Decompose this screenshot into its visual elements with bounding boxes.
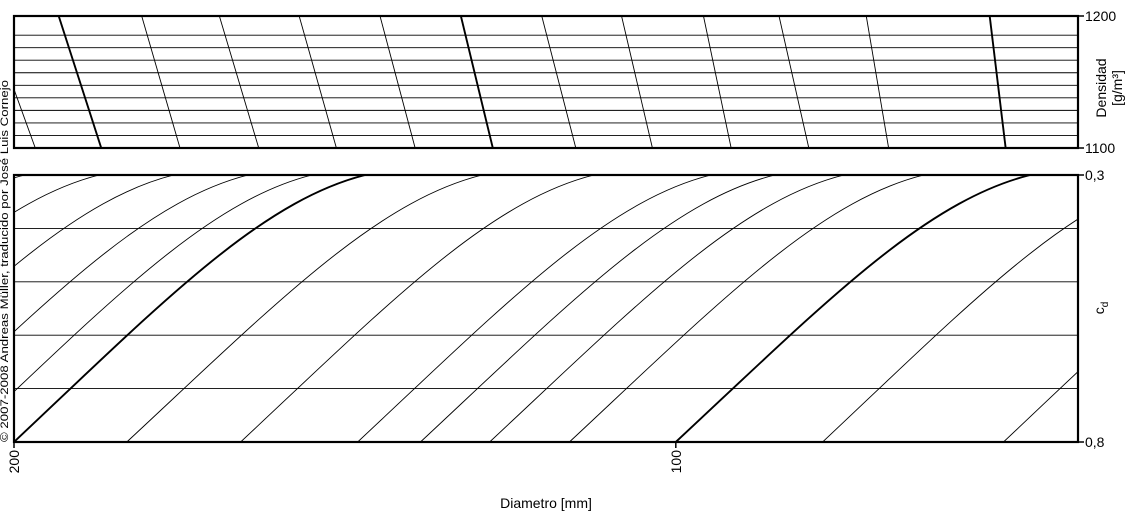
- density-line: [218, 16, 260, 148]
- cd-curve: [569, 175, 924, 442]
- cd-tick-label: 0,8: [1085, 434, 1105, 450]
- x-tick-label: 200: [6, 450, 22, 474]
- density-line: [141, 16, 181, 148]
- cd-tick-label: 0,3: [1085, 167, 1105, 183]
- cd-curve: [420, 175, 775, 442]
- cd-curve: [14, 175, 100, 213]
- density-axis-label: Densidad: [1093, 58, 1109, 117]
- density-line: [379, 16, 416, 148]
- x-axis-label: Diametro [mm]: [500, 495, 592, 511]
- cd-curve: [675, 175, 1031, 442]
- svg-text:cd: cd: [1091, 302, 1111, 315]
- density-tick-label: 1100: [1085, 140, 1115, 156]
- cd-axis-label: cd: [1091, 302, 1111, 315]
- density-line: [57, 16, 103, 148]
- density-line: [778, 16, 810, 148]
- cd-curve: [822, 218, 1078, 442]
- cd-curve: [126, 175, 483, 442]
- cd-panel: [12, 173, 1080, 444]
- density-line: [14, 88, 36, 148]
- density-line: [541, 16, 577, 148]
- density-line: [865, 16, 890, 148]
- density-line: [621, 16, 653, 148]
- cd-curve: [489, 175, 845, 442]
- density-line: [459, 16, 494, 148]
- x-tick-label: 100: [668, 450, 684, 474]
- density-panel: [12, 14, 1080, 150]
- cd-curve: [14, 175, 249, 333]
- cd-curve: [240, 175, 594, 442]
- cd-curve: [14, 175, 174, 267]
- density-panel-frame: [12, 14, 1080, 150]
- cd-axis-label-main: c: [1091, 307, 1107, 314]
- cd-curve: [357, 175, 712, 442]
- cd-curve: [14, 175, 366, 442]
- density-line: [988, 16, 1007, 148]
- density-line: [298, 16, 337, 148]
- cd-axis-label-sub: d: [1100, 302, 1111, 308]
- copyright-text: © 2007-2008 Andreas Müller, traducido po…: [0, 80, 11, 442]
- density-tick-label: 1200: [1085, 8, 1116, 24]
- cd-panel-frame: [12, 173, 1080, 444]
- cd-curve: [14, 175, 313, 393]
- cd-curve: [1003, 370, 1078, 442]
- density-line: [703, 16, 732, 148]
- density-axis-unit: [g/m³]: [1109, 70, 1125, 106]
